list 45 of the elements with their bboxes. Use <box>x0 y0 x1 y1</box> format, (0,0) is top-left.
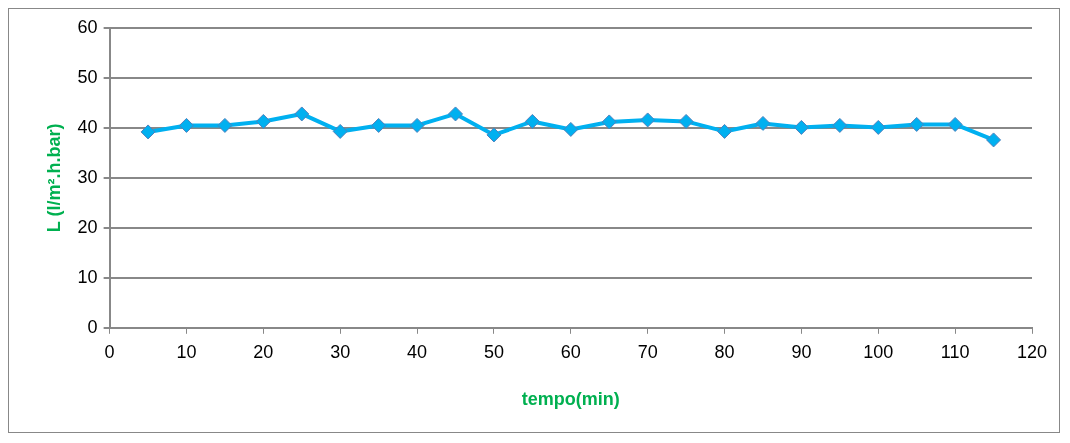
point <box>371 117 387 133</box>
point <box>409 117 425 133</box>
point <box>947 116 963 132</box>
point <box>524 113 540 129</box>
x-tick-label: 40 <box>407 341 428 362</box>
y-tick-label: 10 <box>77 266 98 287</box>
y-tick-label: 0 <box>87 316 98 337</box>
point <box>601 114 617 130</box>
point <box>986 132 1002 148</box>
point <box>870 119 886 135</box>
point <box>140 124 156 140</box>
point <box>332 123 348 139</box>
point <box>717 123 733 139</box>
point <box>294 106 310 122</box>
point <box>909 116 925 132</box>
y-tick-label: 60 <box>77 16 98 37</box>
point <box>563 121 579 137</box>
point <box>640 112 656 128</box>
x-tick-label: 60 <box>560 341 581 362</box>
x-tick-label: 100 <box>863 341 894 362</box>
point <box>178 117 194 133</box>
x-tick-label: 70 <box>637 341 658 362</box>
x-tick-label: 10 <box>176 341 197 362</box>
y-tick-label: 30 <box>77 166 98 187</box>
point <box>486 127 502 143</box>
x-tick-label: 20 <box>253 341 274 362</box>
x-tick-label: 80 <box>714 341 735 362</box>
y-tick-label: 50 <box>77 66 98 87</box>
point <box>832 117 848 133</box>
x-axis-title: tempo(min) <box>521 389 620 410</box>
x-tick-label: 30 <box>330 341 351 362</box>
point <box>217 117 233 133</box>
x-tick-label: 0 <box>104 341 115 362</box>
point <box>255 113 271 129</box>
point <box>755 115 771 131</box>
y-axis-title: L (l/m².h.bar) <box>43 123 64 233</box>
point <box>448 106 464 122</box>
x-tick-label: 110 <box>940 341 970 362</box>
x-tick-label: 50 <box>483 341 504 362</box>
x-tick-label: 90 <box>791 341 812 362</box>
x-tick-label: 120 <box>1016 341 1048 362</box>
point <box>678 113 694 129</box>
y-tick-label: 40 <box>77 116 98 137</box>
point <box>793 119 809 135</box>
y-tick-label: 20 <box>77 216 98 237</box>
